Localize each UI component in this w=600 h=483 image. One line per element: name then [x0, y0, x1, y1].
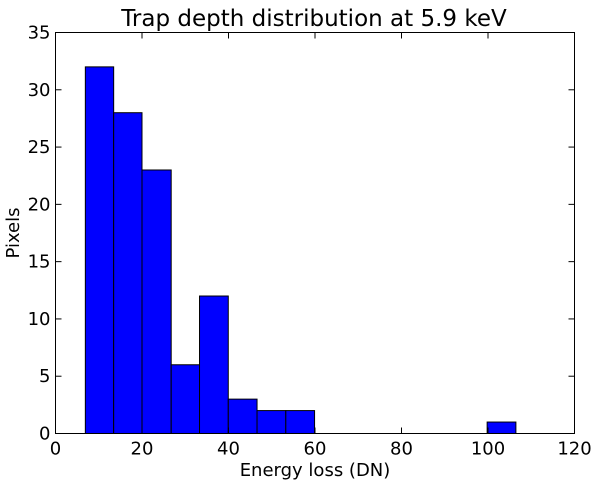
bar-1 [113, 112, 143, 434]
bar-5 [227, 398, 258, 434]
y-tick-label: 0 [39, 424, 50, 445]
bar-2 [141, 169, 172, 434]
x-tick-label: 60 [304, 439, 327, 460]
y-tick-label: 35 [28, 23, 51, 44]
y-tick-label: 20 [28, 194, 51, 215]
y-tick-label: 5 [39, 366, 50, 387]
bar-6 [256, 410, 287, 435]
x-tick-label: 0 [50, 439, 61, 460]
chart-title: Trap depth distribution at 5.9 keV [120, 6, 507, 32]
x-tick-label: 80 [390, 439, 413, 460]
bars-group [84, 66, 517, 435]
x-tick-label: 100 [471, 439, 505, 460]
bar-0 [84, 66, 115, 434]
y-tick-label: 25 [28, 137, 51, 158]
y-axis-label: Pixels [3, 207, 24, 258]
x-tick-label: 120 [557, 439, 591, 460]
y-tick-label: 10 [28, 309, 51, 330]
bar-4 [199, 295, 229, 434]
ticks-group: 0 20 40 60 80 100 120 0 5 10 15 20 25 30 35 [28, 23, 592, 460]
y-tick-label: 30 [28, 80, 51, 101]
x-tick-label: 20 [131, 439, 154, 460]
x-tick-label: 40 [217, 439, 240, 460]
bar-14 [486, 421, 517, 434]
y-tick-label: 15 [28, 252, 51, 273]
x-axis-label: Energy loss (DN) [240, 460, 391, 481]
bar-3 [170, 364, 201, 434]
bar-7 [285, 410, 316, 435]
